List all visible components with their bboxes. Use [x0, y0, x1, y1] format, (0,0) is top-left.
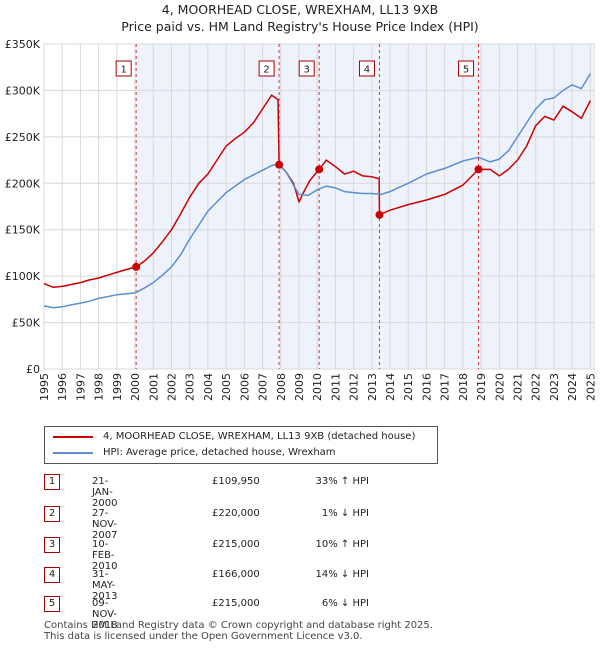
- transaction-label-box: [298, 60, 315, 77]
- x-tick-label: 1996: [56, 373, 69, 401]
- x-tick-label: 2017: [439, 373, 452, 401]
- ownership-period-shade: [478, 44, 594, 369]
- x-tick-label: 2004: [202, 373, 215, 401]
- transaction-date: 27-NOV-2007: [92, 508, 118, 541]
- y-tick-label: £0: [26, 363, 40, 376]
- transaction-hpi-diff: 1% ↓ HPI: [321, 508, 369, 519]
- transaction-label-box: [358, 60, 375, 77]
- x-tick-label: 2013: [366, 373, 379, 401]
- x-tick-label: 2018: [457, 373, 470, 401]
- transaction-label-number: 2: [263, 65, 269, 76]
- transaction-date: 21-JAN-2000: [92, 476, 118, 509]
- sale-point-marker: [315, 165, 324, 174]
- footer-copyright: Contains HM Land Registry data © Crown c…: [44, 620, 433, 631]
- y-tick-label: £300K: [5, 84, 41, 97]
- x-tick-label: 2025: [584, 373, 597, 401]
- x-tick-label: 2022: [530, 373, 543, 401]
- x-tick-label: 1995: [38, 373, 51, 401]
- transaction-price: £109,950: [212, 476, 260, 487]
- chart-title: 4, MOORHEAD CLOSE, WREXHAM, LL13 9XB: [161, 2, 439, 17]
- transaction-number-badge: 5: [44, 596, 60, 612]
- y-tick-label: £200K: [5, 177, 41, 190]
- sale-point-marker: [474, 165, 483, 174]
- y-tick-label: £50K: [12, 317, 41, 330]
- legend-hpi-swatch: [53, 451, 93, 454]
- x-tick-label: 2020: [493, 373, 506, 401]
- transaction-date: 31-MAY-2013: [92, 569, 118, 602]
- x-tick-label: 2012: [348, 373, 361, 401]
- hpi-line: [43, 73, 592, 309]
- ownership-period-shade: [319, 44, 380, 369]
- x-tick-label: 2016: [420, 373, 433, 401]
- transaction-date: 10-FEB-2010: [92, 539, 118, 572]
- x-tick-label: 1997: [74, 373, 87, 401]
- sale-point-marker: [375, 210, 384, 219]
- x-tick-label: 1998: [93, 373, 106, 401]
- x-tick-label: 2019: [475, 373, 488, 401]
- x-tick-label: 2008: [275, 373, 288, 401]
- transaction-label-number: 1: [120, 65, 126, 76]
- transaction-label-box: [458, 60, 475, 77]
- y-tick-label: £350K: [5, 38, 41, 51]
- x-tick-label: 2014: [384, 373, 397, 401]
- transaction-label-number: 3: [303, 65, 309, 76]
- transaction-label-number: 4: [364, 65, 370, 76]
- x-tick-label: 2015: [402, 373, 415, 401]
- transaction-date: 09-NOV-2018: [92, 598, 118, 631]
- legend-item-property: 4, MOORHEAD CLOSE, WREXHAM, LL13 9XB (de…: [53, 431, 415, 442]
- transaction-number-badge: 4: [44, 567, 60, 583]
- transaction-hpi-diff: 33% ↑ HPI: [315, 476, 369, 487]
- chart-subtitle: Price paid vs. HM Land Registry's House …: [121, 19, 479, 34]
- x-tick-label: 2001: [147, 373, 160, 401]
- transaction-price: £220,000: [212, 508, 260, 519]
- x-tick-label: 2011: [329, 373, 342, 401]
- y-tick-label: £250K: [5, 131, 41, 144]
- x-tick-label: 2021: [512, 373, 525, 401]
- x-tick-label: 2024: [566, 373, 579, 401]
- footer-license: This data is licensed under the Open Gov…: [44, 631, 363, 642]
- legend-property-label: 4, MOORHEAD CLOSE, WREXHAM, LL13 9XB (de…: [103, 431, 416, 442]
- x-tick-label: 2003: [184, 373, 197, 401]
- transaction-hpi-diff: 14% ↓ HPI: [315, 569, 369, 580]
- y-tick-label: £100K: [5, 270, 41, 283]
- x-tick-label: 1999: [111, 373, 124, 401]
- transaction-label-box: [115, 60, 132, 77]
- legend-item-hpi: HPI: Average price, detached house, Wrex…: [53, 447, 336, 458]
- x-tick-label: 2009: [293, 373, 306, 401]
- ownership-period-shade: [379, 44, 479, 369]
- sale-point-marker: [132, 262, 141, 271]
- transaction-number-badge: 3: [44, 537, 60, 553]
- price-chart: 1 2 3 4 5 £0 £50K £100K £150K £200K £250K £300K £35…: [5, 38, 598, 401]
- x-tick-label: 2006: [238, 373, 251, 401]
- x-tick-label: 2023: [548, 373, 561, 401]
- x-tick-label: 2005: [220, 373, 233, 401]
- transaction-price: £166,000: [212, 569, 260, 580]
- transaction-hpi-diff: 6% ↓ HPI: [321, 598, 369, 609]
- transaction-price: £215,000: [212, 539, 260, 550]
- transaction-price: £215,000: [212, 598, 260, 609]
- x-tick-label: 2002: [165, 373, 178, 401]
- legend-property-swatch: [53, 435, 93, 438]
- transaction-hpi-diff: 10% ↑ HPI: [315, 539, 369, 550]
- sale-point-marker: [275, 160, 284, 169]
- transaction-label-number: 5: [463, 65, 469, 76]
- chart-legend: 4, MOORHEAD CLOSE, WREXHAM, LL13 9XB (de…: [44, 426, 438, 464]
- x-tick-label: 2010: [311, 373, 324, 401]
- y-tick-label: £150K: [5, 224, 41, 237]
- transaction-number-badge: 1: [44, 474, 60, 490]
- transaction-number-badge: 2: [44, 506, 60, 522]
- transaction-label-box: [258, 60, 275, 77]
- x-tick-label: 2000: [129, 373, 142, 401]
- legend-hpi-label: HPI: Average price, detached house, Wrex…: [103, 447, 336, 458]
- x-tick-label: 2007: [257, 373, 270, 401]
